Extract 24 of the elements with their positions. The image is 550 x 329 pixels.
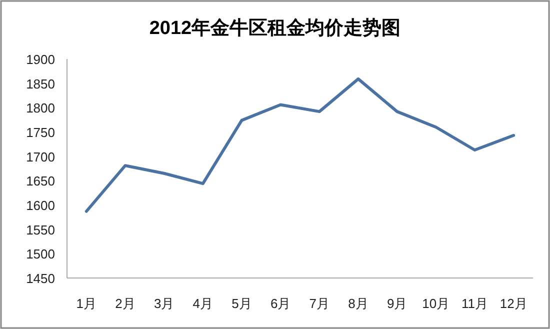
- x-tick-label: 2月: [115, 296, 136, 311]
- y-tick-label: 1450: [26, 271, 55, 286]
- y-tick-label: 1750: [26, 125, 55, 140]
- x-tick-label: 11月: [462, 296, 488, 311]
- x-tick-label: 9月: [386, 296, 408, 311]
- y-tick-label: 1850: [26, 76, 55, 92]
- y-tick-label: 1900: [26, 52, 55, 67]
- y-tick-label: 1700: [26, 149, 55, 164]
- x-tick-label: 6月: [270, 296, 291, 311]
- x-tick-label: 7月: [309, 296, 330, 311]
- x-tick-label: 5月: [232, 296, 252, 311]
- y-tick-label: 1500: [26, 246, 55, 262]
- x-tick-label: 1月: [76, 296, 97, 311]
- y-tick-label: 1600: [26, 198, 55, 213]
- x-tick-label: 12月: [500, 296, 528, 311]
- line-series: [84, 77, 516, 213]
- x-tick-label: 3月: [154, 296, 174, 311]
- y-tick-label: 1550: [26, 222, 55, 238]
- y-tick-label: 1650: [26, 174, 55, 189]
- x-tick-label: 4月: [192, 296, 214, 311]
- y-tick-label: 1800: [26, 100, 55, 116]
- chart-title: 2012年金牛区租金均价走势图: [149, 17, 401, 39]
- x-tick-label: 8月: [348, 296, 368, 311]
- x-tick-label: 10月: [422, 296, 450, 311]
